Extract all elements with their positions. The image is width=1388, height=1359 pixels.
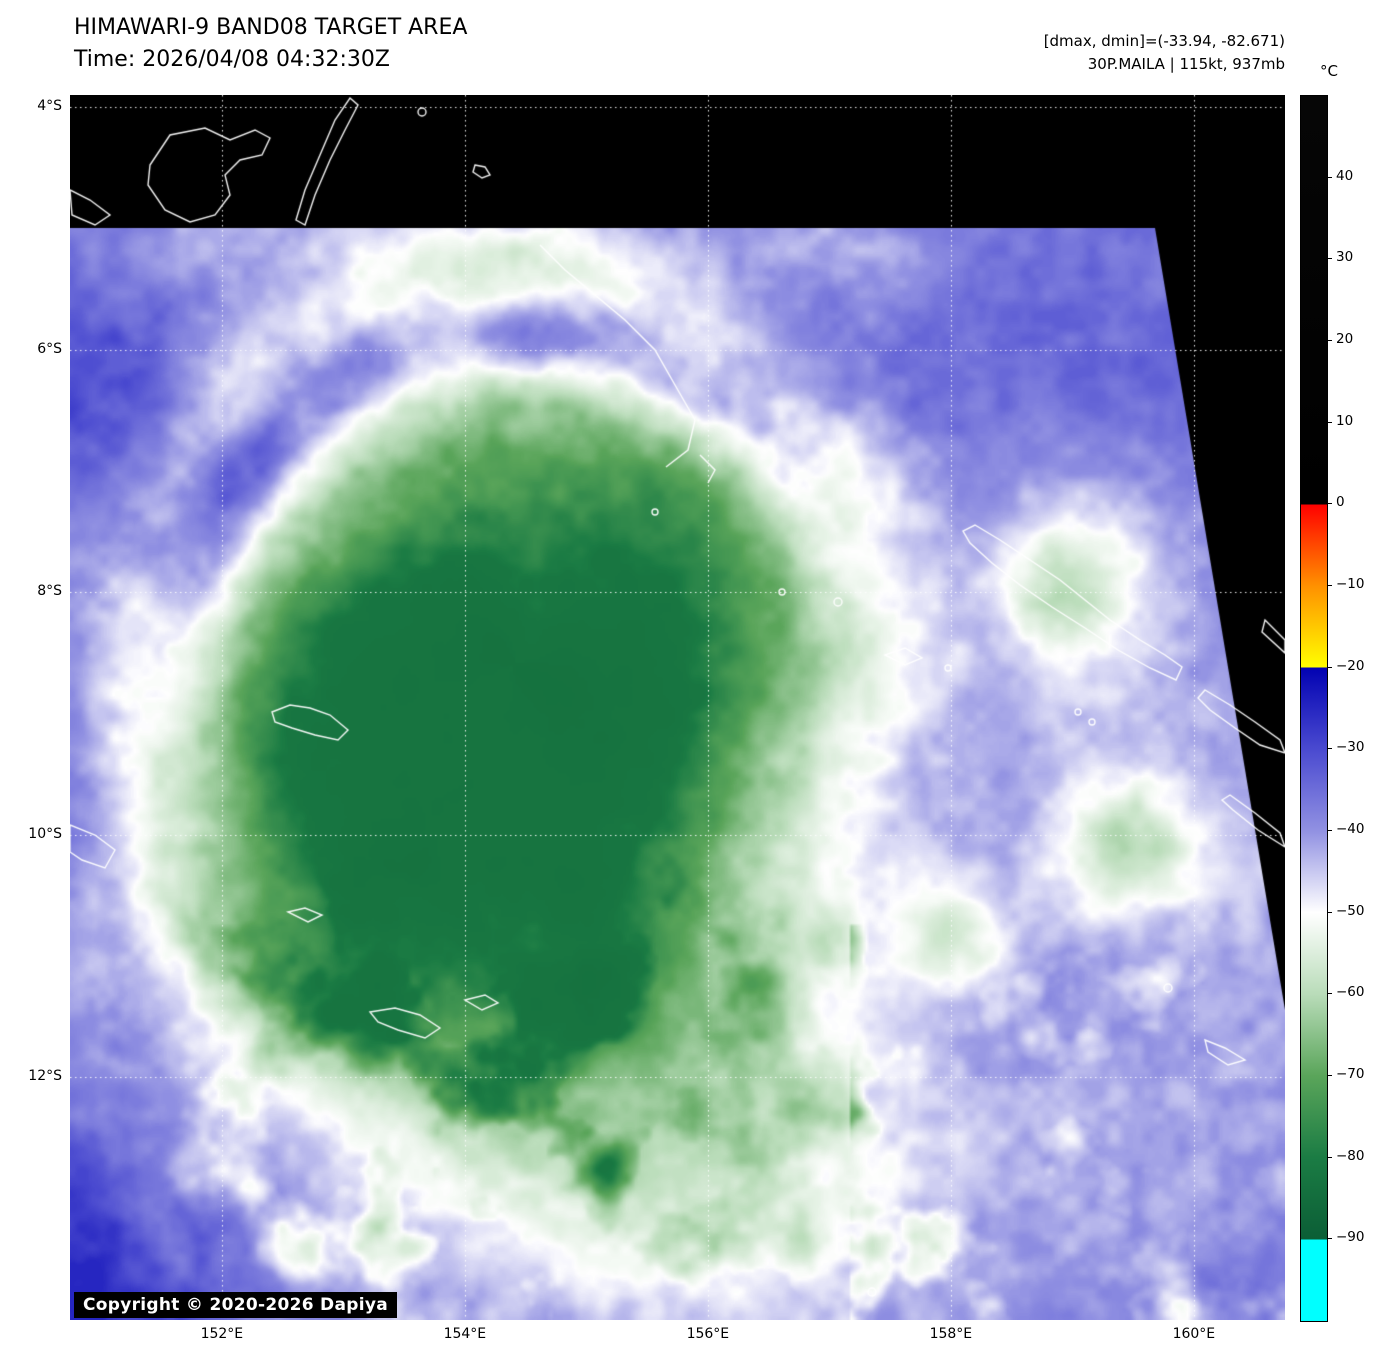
colorbar-tick-mark: [1328, 1238, 1332, 1240]
colorbar-tick-mark: [1328, 1156, 1332, 1158]
colorbar-tick-mark: [1328, 748, 1332, 750]
header-left: HIMAWARI-9 BAND08 TARGET AREA Time: 2026…: [74, 12, 467, 76]
colorbar-tick-label: −70: [1336, 1066, 1365, 1082]
lon-tick-label: 156°E: [686, 1326, 730, 1342]
lon-tick-label: 152°E: [200, 1326, 244, 1342]
copyright-label: Copyright © 2020-2026 Dapiya: [74, 1292, 397, 1318]
lon-tick-label: 158°E: [929, 1326, 973, 1342]
colorbar-tick-label: 30: [1336, 249, 1354, 266]
map-area: Copyright © 2020-2026 Dapiya: [70, 95, 1285, 1320]
colorbar-tick-mark: [1328, 585, 1332, 586]
colorbar-tick-mark: [1328, 666, 1332, 668]
colorbar-tick-mark: [1328, 421, 1332, 423]
colorbar-tick-label: −60: [1336, 984, 1365, 1001]
storm-info-label: 30P.MAILA | 115kt, 937mb: [1087, 54, 1285, 73]
lat-tick-label: 12°S: [28, 1068, 62, 1085]
colorbar-tick-label: 0: [1336, 494, 1345, 511]
colorbar-tick-label: −80: [1336, 1147, 1365, 1164]
colorbar-tick-mark: [1328, 503, 1332, 505]
colorbar-tick-label: −30: [1336, 739, 1365, 756]
header-right: [dmax, dmin]=(-33.94, -82.671) 30P.MAILA…: [1044, 30, 1285, 75]
colorbar-tick-mark: [1328, 176, 1332, 178]
lat-tick-label: 10°S: [28, 825, 62, 842]
colorbar-tick-mark: [1328, 258, 1332, 260]
timestamp-label: Time: 2026/04/08 04:32:30Z: [74, 46, 390, 72]
colorbar-tick-mark: [1328, 340, 1332, 341]
colorbar-tick-label: 40: [1336, 167, 1354, 184]
lat-tick-label: 6°S: [37, 340, 62, 357]
colorbar-gradient: [1301, 96, 1327, 1321]
colorbar-tick-mark: [1328, 1075, 1332, 1076]
colorbar-tick-label: −40: [1336, 821, 1365, 837]
colorbar-tick-label: 20: [1336, 331, 1354, 347]
lat-tick-label: 8°S: [37, 583, 62, 600]
lon-tick-label: 154°E: [443, 1326, 487, 1342]
colorbar-tick-mark: [1328, 993, 1332, 995]
colorbar-tick-label: 10: [1336, 412, 1354, 429]
colorbar-tick-mark: [1328, 830, 1332, 831]
colorbar-tick-label: −10: [1336, 576, 1365, 592]
colorbar-tick-label: −50: [1336, 902, 1365, 919]
page-title: HIMAWARI-9 BAND08 TARGET AREA: [74, 15, 468, 40]
lat-tick-label: 4°S: [37, 98, 62, 115]
dmax-dmin-readout: [dmax, dmin]=(-33.94, -82.671): [1043, 32, 1285, 50]
lon-tick-label: 160°E: [1172, 1326, 1216, 1342]
colorbar-tick-label: −20: [1336, 657, 1365, 674]
colorbar-unit-label: °C: [1320, 62, 1338, 80]
colorbar-tick-mark: [1328, 911, 1332, 913]
colorbar: [1300, 95, 1328, 1322]
colorbar-tick-label: −90: [1336, 1229, 1365, 1246]
satellite-map-canvas: [70, 95, 1285, 1320]
